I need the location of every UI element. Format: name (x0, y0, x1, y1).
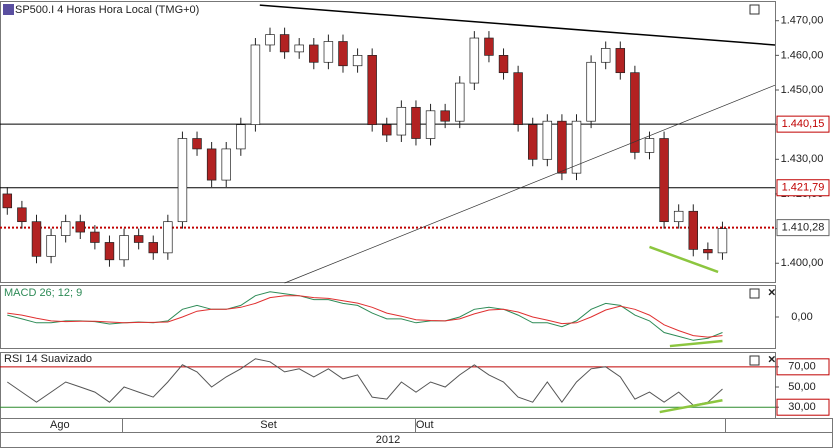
candle-body (411, 106, 421, 139)
candle-body (703, 249, 713, 254)
candle-body (367, 55, 377, 126)
candle-body (119, 235, 129, 261)
maximize-button[interactable] (749, 288, 760, 299)
candle-body (338, 41, 348, 67)
candle-body (396, 106, 407, 136)
candle-body (177, 138, 188, 223)
maximize-button[interactable] (749, 4, 760, 15)
candle-body (104, 242, 115, 261)
x-tick-label: Out (416, 419, 434, 431)
level-label: 1.410,28 (782, 222, 825, 234)
candle-body (527, 124, 538, 160)
candle-body (133, 235, 144, 243)
close-button[interactable]: × (768, 284, 776, 299)
candle-body (265, 34, 275, 46)
tick-label-box (776, 398, 830, 416)
candle-body (469, 37, 480, 84)
y-tick-label: 1.430,00 (781, 153, 824, 165)
candle-body (192, 138, 202, 150)
candle-body (148, 242, 158, 254)
maximize-button[interactable] (749, 355, 760, 366)
candle-body (615, 48, 626, 74)
level-label-box (776, 179, 830, 197)
close-button[interactable]: × (768, 351, 776, 366)
macd-title[interactable]: MACD 26; 12; 9 (4, 287, 82, 299)
candle-body (46, 235, 56, 257)
candle-body (17, 207, 27, 223)
trend-line (284, 84, 776, 284)
candle-body (630, 72, 640, 153)
main-panel (0, 1, 776, 283)
candle-body (557, 120, 567, 174)
candle-body (717, 228, 728, 254)
candle-body (221, 148, 231, 181)
symbol-icon (3, 4, 14, 15)
candle-body (60, 221, 71, 236)
candle-body (323, 41, 334, 63)
candle-body (382, 124, 392, 136)
candle-body (513, 72, 523, 126)
y-tick-label: 1.460,00 (781, 49, 824, 61)
candle-body (206, 148, 217, 181)
candle-body (425, 110, 436, 139)
y-tick-label: 0,00 (791, 311, 812, 323)
candle-body (542, 120, 553, 160)
candle-body (673, 210, 684, 223)
y-tick-label: 30,00 (788, 401, 816, 413)
candle-body (352, 55, 363, 67)
candle-body (498, 55, 509, 74)
series-line (7, 295, 723, 338)
level-label: 1.440,15 (782, 118, 825, 130)
series-line (7, 358, 723, 406)
trend-line (669, 339, 723, 348)
level-label-box (776, 115, 830, 133)
x-axis-title: 2012 (376, 434, 400, 446)
candle-body (75, 221, 86, 233)
y-tick-label: 1.470,00 (781, 15, 824, 27)
candle-body (294, 44, 304, 53)
candle-body (659, 138, 669, 223)
level-label-box (776, 219, 830, 237)
candle-body (279, 34, 290, 53)
candle-body (309, 44, 319, 63)
candle-body (571, 120, 582, 174)
candle-body (484, 37, 494, 56)
candle-body (455, 82, 465, 122)
candle-body (600, 48, 611, 63)
candle-body (90, 231, 100, 243)
rsi-title[interactable]: RSI 14 Suavizado (4, 353, 92, 365)
x-tick-label: Ago (50, 419, 70, 431)
candle-body (688, 210, 698, 250)
trend-line (259, 4, 776, 46)
y-tick-label: 50,00 (788, 381, 816, 393)
candle-body (2, 193, 13, 209)
level-label: 1.421,79 (782, 182, 825, 194)
candle-body (236, 124, 246, 150)
y-tick-label: 1.400,00 (781, 257, 824, 269)
candle-body (250, 44, 261, 126)
candle-body (644, 138, 655, 153)
chart-title[interactable]: SP500.I 4 Horas Hora Local (TMG+0) (15, 4, 199, 16)
y-tick-label: 70,00 (788, 361, 816, 373)
x-tick-label: Set (260, 419, 277, 431)
candle-body (31, 221, 42, 257)
candle-body (586, 61, 596, 122)
tick-label-box (776, 358, 830, 376)
candle-body (163, 221, 173, 254)
y-tick-label: 1.450,00 (781, 84, 824, 96)
trend-line (649, 245, 719, 274)
trend-line (659, 399, 723, 414)
candle-body (440, 110, 450, 122)
